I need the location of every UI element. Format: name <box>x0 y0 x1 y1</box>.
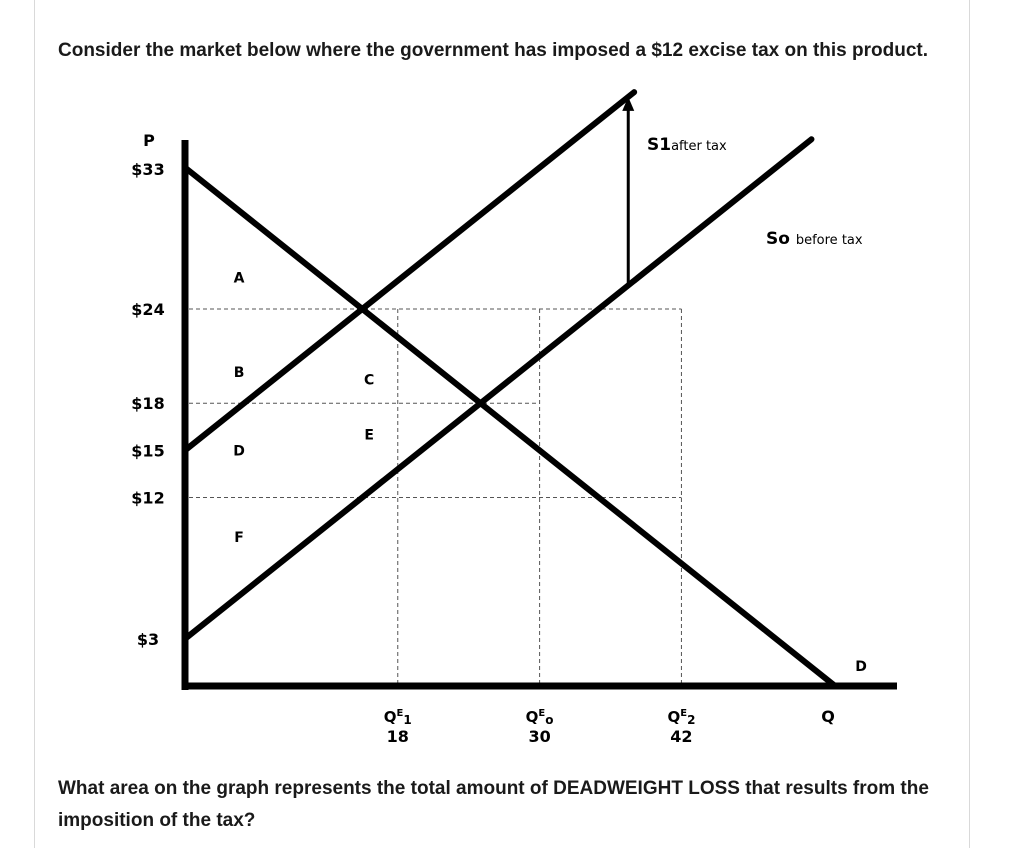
y-axis-title: P <box>143 131 155 150</box>
y-tick-3: $3 <box>137 630 159 649</box>
tax-arrow-head <box>622 96 635 111</box>
area-label-f: F <box>234 530 244 546</box>
prompt-text: What area on the graph represents the to… <box>58 778 929 831</box>
area-label-a: A <box>234 271 245 287</box>
supply-after-tax-label: S1after tax <box>647 135 727 155</box>
x-tick-18: 18 <box>387 727 409 746</box>
page-border-right <box>969 0 970 848</box>
area-label-e: E <box>364 428 374 444</box>
curve-so-before-tax <box>182 136 815 642</box>
x-axis-title: Q <box>821 707 835 726</box>
curves <box>182 89 839 689</box>
area-label-b: B <box>234 365 245 381</box>
y-tick-15: $15 <box>131 441 164 460</box>
x-tick-q-label-18: QE1 <box>384 708 412 727</box>
y-tick-18: $18 <box>131 394 164 413</box>
page-border-left <box>34 0 35 848</box>
question-text: Consider the market below where the gove… <box>58 40 929 61</box>
area-label-c: C <box>364 373 374 389</box>
y-tick-24: $24 <box>131 300 164 319</box>
x-tick-q-label-42: QE2 <box>667 708 695 727</box>
curve-s1after-tax <box>182 89 638 454</box>
y-tick-33: $33 <box>131 160 164 179</box>
y-tick-12: $12 <box>131 488 164 507</box>
area-label-d: D <box>233 443 245 459</box>
supply-before-tax-label: So before tax <box>766 229 863 249</box>
x-tick-q-label-30: QEo <box>526 708 554 727</box>
curve-d <box>182 164 839 689</box>
demand-label: D <box>855 659 867 675</box>
x-tick-30: 30 <box>528 727 550 746</box>
axes <box>181 140 897 690</box>
x-tick-42: 42 <box>670 727 692 746</box>
